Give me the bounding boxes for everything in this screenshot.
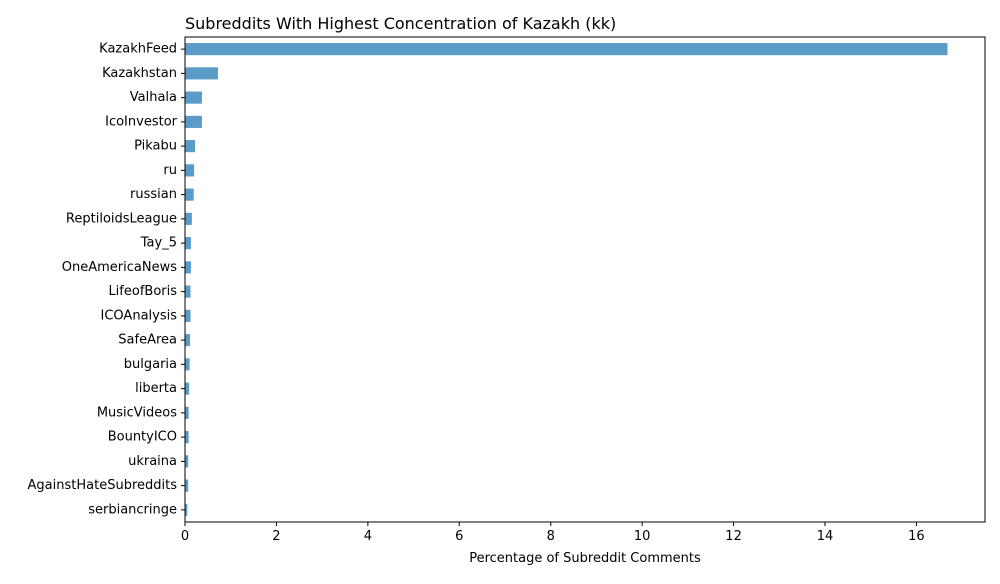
- x-tick-label: 6: [455, 529, 463, 544]
- bar-LifeofBoris: [185, 285, 191, 298]
- y-tick-label: ukraina: [128, 454, 177, 469]
- x-tick-label: 16: [908, 529, 925, 544]
- x-tick-label: 8: [547, 529, 555, 544]
- y-tick-label: ReptiloidsLeague: [66, 211, 177, 226]
- y-tick-label: Kazakhstan: [102, 66, 177, 81]
- chart-title: Subreddits With Highest Concentration of…: [185, 14, 616, 33]
- y-tick-label: Tay_5: [140, 236, 177, 251]
- bar-BountyICO: [185, 431, 189, 444]
- y-tick-label: BountyICO: [108, 430, 177, 445]
- y-tick-label: IcoInvestor: [105, 114, 178, 129]
- bar-liberta: [185, 382, 190, 395]
- bar-bulgaria: [185, 358, 190, 371]
- y-tick-label: LifeofBoris: [108, 284, 177, 299]
- y-tick-label: bulgaria: [124, 357, 177, 372]
- y-axis: KazakhFeed Kazakhstan Valhala IcoInvestor Pi…: [28, 42, 185, 517]
- bar-KazakhFeed: [185, 43, 948, 56]
- x-axis-label: Percentage of Subreddit Comments: [469, 551, 701, 566]
- y-tick-label: AgainstHateSubreddits: [28, 478, 178, 493]
- bar-ru: [185, 164, 195, 177]
- x-tick-label: 4: [364, 529, 372, 544]
- x-tick-label: 0: [181, 529, 189, 544]
- bar-ICOAnalysis: [185, 309, 191, 322]
- bar-ReptiloidsLeague: [185, 212, 192, 225]
- bar-serbiancringe: [185, 503, 188, 516]
- y-tick-label: ICOAnalysis: [101, 308, 178, 323]
- x-tick-label: 10: [634, 529, 651, 544]
- bar-Kazakhstan: [185, 67, 218, 80]
- bar-IcoInvestor: [185, 115, 202, 128]
- bars-layer: [185, 43, 948, 516]
- plot-frame: [184, 36, 986, 523]
- y-tick-label: OneAmericaNews: [62, 260, 177, 275]
- y-tick-label: serbiancringe: [88, 502, 177, 517]
- y-tick-label: SafeArea: [118, 333, 177, 348]
- y-tick-label: russian: [130, 187, 177, 202]
- x-tick-label: 14: [817, 529, 834, 544]
- y-tick-label: ru: [163, 163, 177, 178]
- bar-Tay_5: [185, 237, 191, 250]
- x-tick-label: 12: [725, 529, 742, 544]
- y-tick-label: Valhala: [130, 90, 177, 105]
- bar-russian: [185, 188, 194, 201]
- y-tick-label: liberta: [135, 381, 177, 396]
- x-tick-label: 2: [272, 529, 280, 544]
- bar-SafeArea: [185, 334, 191, 347]
- bar-AgainstHateSubreddits: [185, 479, 189, 492]
- bar-OneAmericaNews: [185, 261, 191, 274]
- y-tick-label: MusicVideos: [97, 405, 177, 420]
- y-tick-label: KazakhFeed: [99, 42, 177, 57]
- y-tick-label: Pikabu: [134, 139, 177, 154]
- x-axis: 0 2 4 6 8 10 12 14 16: [181, 522, 925, 544]
- bar-Valhala: [185, 91, 202, 104]
- bar-Pikabu: [185, 140, 196, 153]
- bar-MusicVideos: [185, 406, 189, 419]
- bar-ukraina: [185, 455, 189, 468]
